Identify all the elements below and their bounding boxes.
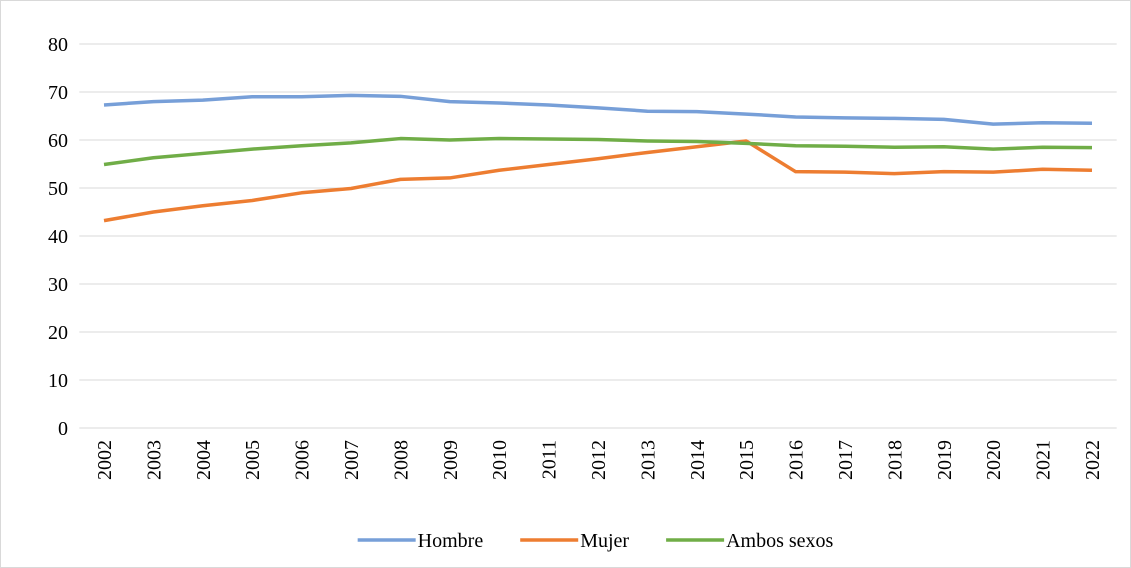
x-tick-label: 2011 (539, 440, 561, 479)
x-tick-label: 2012 (588, 440, 610, 480)
x-tick-label: 2018 (884, 440, 906, 480)
y-tick-label: 30 (48, 274, 68, 296)
y-tick-label: 20 (48, 322, 68, 344)
y-tick-label: 60 (48, 130, 68, 152)
x-tick-label: 2015 (736, 440, 758, 480)
x-tick-label: 2020 (983, 440, 1005, 480)
x-tick-label: 2019 (934, 440, 956, 480)
x-tick-label: 2022 (1082, 440, 1104, 480)
x-tick-label: 2002 (94, 440, 116, 480)
x-tick-label: 2004 (193, 440, 215, 480)
x-tick-label: 2006 (292, 440, 314, 480)
legend-label: Hombre (418, 530, 484, 552)
x-tick-label: 2013 (637, 440, 659, 480)
legend: Hombre Mujer Ambos sexos (357, 530, 834, 552)
x-tick-label: 2017 (835, 440, 857, 480)
legend-label: Ambos sexos (726, 530, 833, 552)
y-tick-label: 10 (48, 370, 68, 392)
x-tick-label: 2021 (1033, 440, 1055, 480)
y-tick-label: 80 (48, 34, 68, 56)
x-tick-label: 2014 (687, 440, 709, 480)
y-tick-label: 0 (58, 418, 68, 440)
legend-label: Mujer (580, 530, 629, 552)
series-line (103, 93, 1093, 126)
x-tick-label: 2016 (786, 440, 808, 480)
x-tick-label: 2007 (341, 440, 363, 480)
x-tick-label: 2010 (489, 440, 511, 480)
x-tick-label: 2008 (390, 440, 412, 480)
series-line (103, 139, 1093, 223)
x-tick-label: 2003 (143, 440, 165, 480)
x-tick-label: 2005 (242, 440, 264, 480)
series-line (103, 136, 1093, 167)
x-tick-label: 2009 (440, 440, 462, 480)
y-tick-label: 50 (48, 178, 68, 200)
y-tick-label: 40 (48, 226, 68, 248)
y-tick-label: 70 (48, 82, 68, 104)
